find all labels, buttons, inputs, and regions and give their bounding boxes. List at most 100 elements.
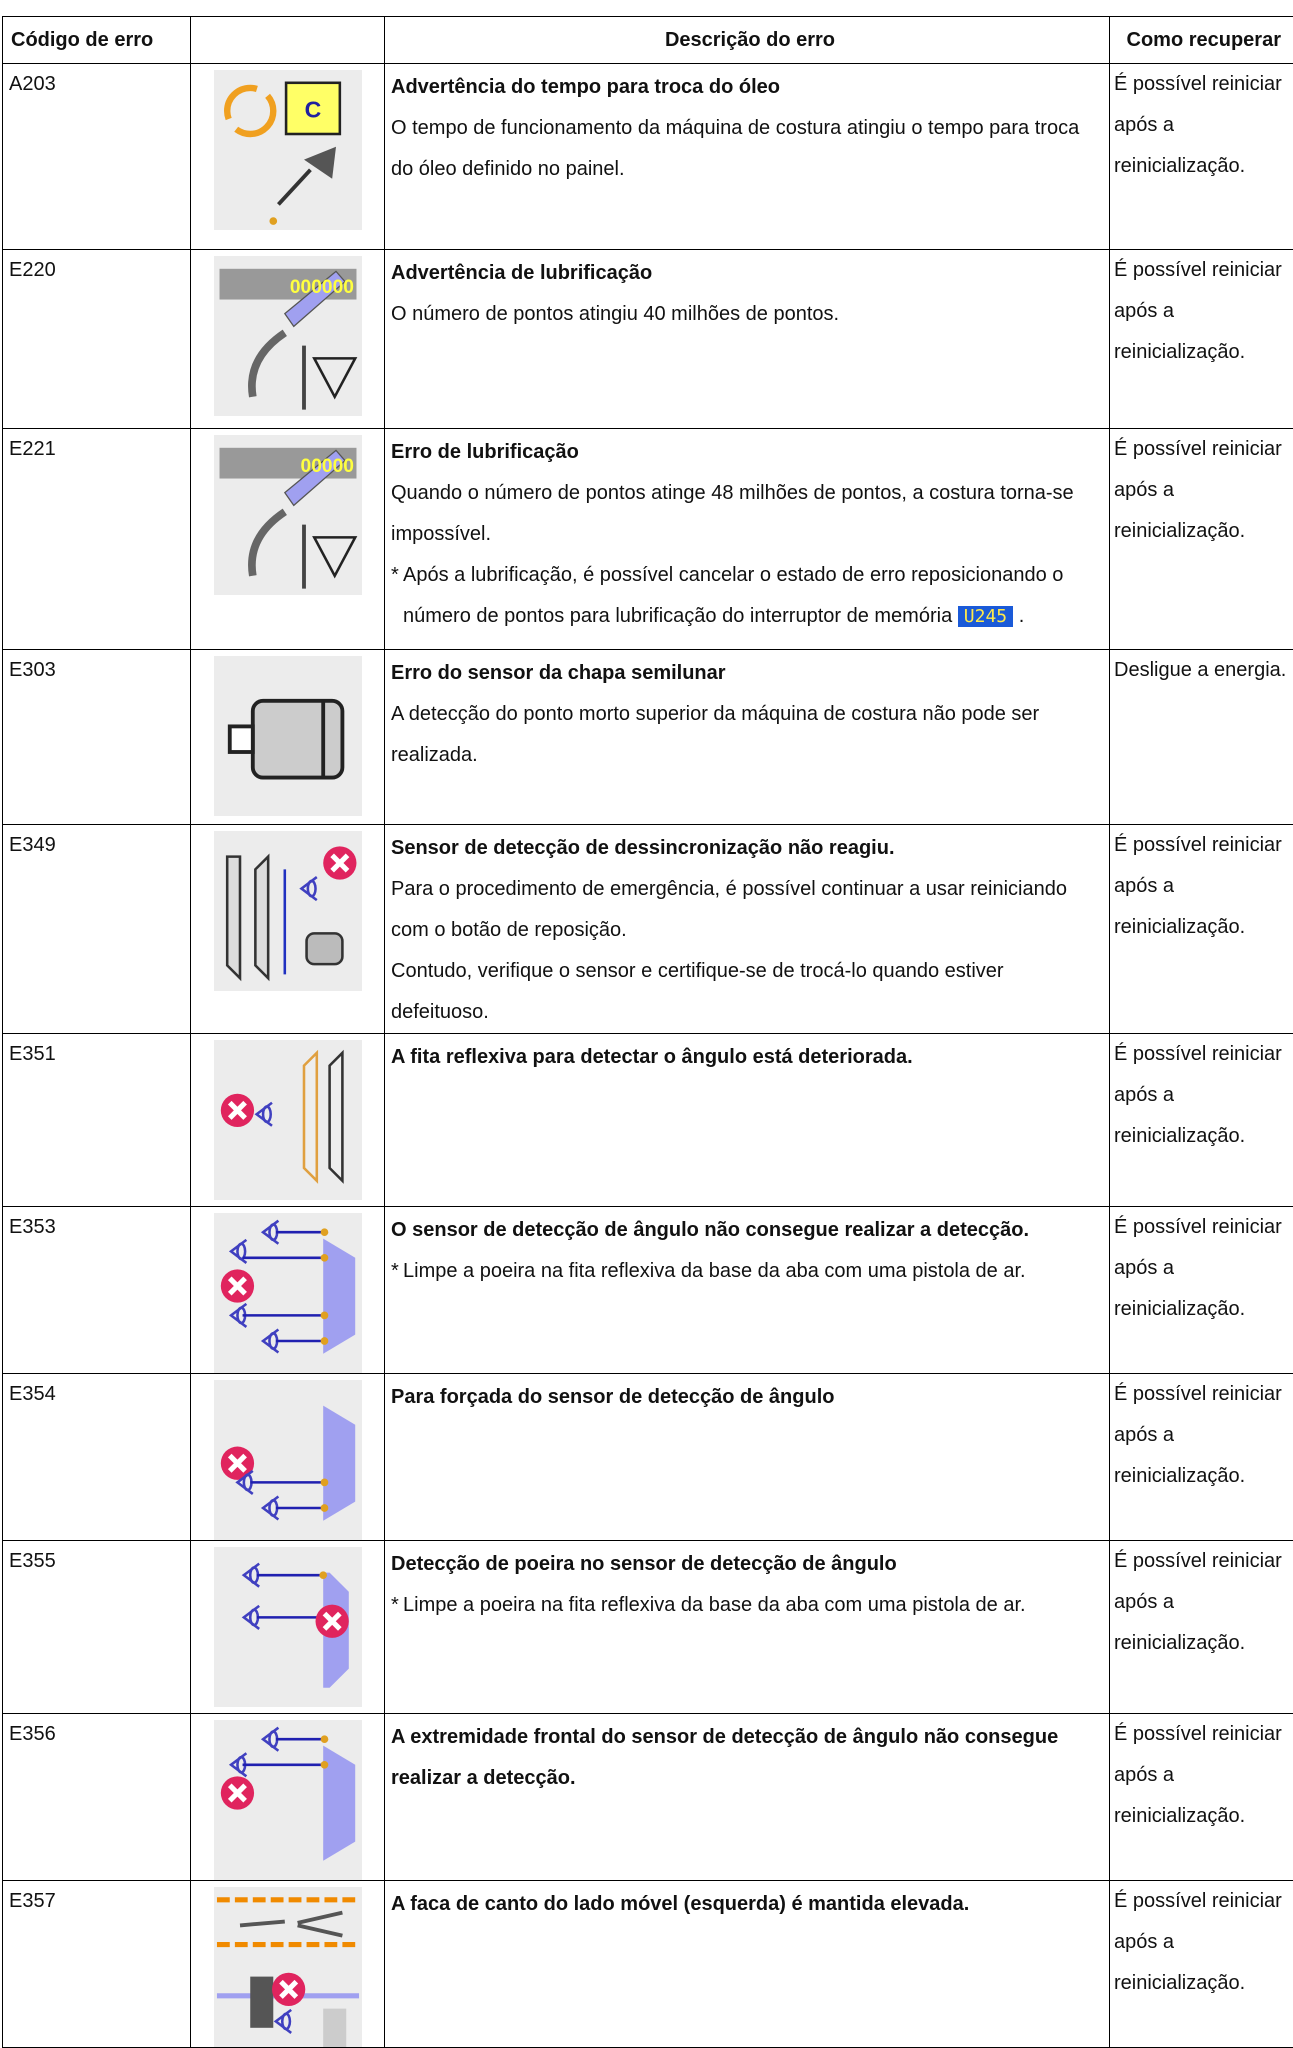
icon-box	[214, 831, 362, 991]
error-row: E353 O sensor de detecção de ângulo não c…	[3, 1207, 1293, 1374]
icon-box	[214, 656, 362, 816]
error-title: O sensor de detecção de ângulo não conse…	[391, 1207, 1103, 1251]
description-text: O número de pontos atingiu 40 milhões de…	[391, 294, 1103, 335]
note-mark: *	[391, 1251, 403, 1292]
icon-cell	[191, 1207, 385, 1374]
description-text: Para o procedimento de emergência, é pos…	[391, 869, 1103, 951]
recovery: É possível reiniciar após a reinicializa…	[1110, 64, 1293, 250]
recovery: É possível reiniciar após a reinicializa…	[1110, 1374, 1293, 1541]
header-code: Código de erro	[3, 17, 191, 64]
error-code: E357	[3, 1881, 191, 2048]
icon-box	[214, 1887, 362, 2047]
error-code: E220	[3, 250, 191, 429]
note: *Após a lubrificação, é possível cancela…	[391, 555, 1103, 637]
error-title: Erro do sensor da chapa semilunar	[391, 650, 1103, 694]
error-title: Detecção de poeira no sensor de detecção…	[391, 1541, 1103, 1585]
error-icon: 000000	[214, 256, 362, 416]
table-body: A203 C Advertência do tempo para troca do …	[3, 64, 1293, 2048]
error-title: Advertência de lubrificação	[391, 250, 1103, 294]
error-icon	[214, 1720, 362, 1880]
icon-box	[214, 1547, 362, 1707]
icon-box: 00000	[214, 435, 362, 595]
note-text: Limpe a poeira na fita reflexiva da base…	[403, 1260, 1026, 1282]
error-title: A extremidade frontal do sensor de detec…	[391, 1714, 1103, 1799]
error-code: E353	[3, 1207, 191, 1374]
icon-text: 000000	[289, 277, 353, 298]
note: *Limpe a poeira na fita reflexiva da bas…	[391, 1251, 1103, 1292]
icon-text: C	[304, 96, 321, 122]
recovery: É possível reiniciar após a reinicializa…	[1110, 825, 1293, 1034]
description-text: Quando o número de pontos atinge 48 milh…	[391, 473, 1103, 555]
error-icon	[214, 1040, 362, 1200]
note-body: Após a lubrificação, é possível cancelar…	[403, 555, 1103, 637]
note-body: Limpe a poeira na fita reflexiva da base…	[403, 1251, 1026, 1292]
recovery: É possível reiniciar após a reinicializa…	[1110, 429, 1293, 650]
error-icon	[214, 831, 362, 991]
error-icon	[214, 656, 362, 816]
error-title: Erro de lubrificação	[391, 429, 1103, 473]
error-row: E354 Para forçada do sensor de detecção d…	[3, 1374, 1293, 1541]
icon-cell	[191, 825, 385, 1034]
memory-switch-badge: U245	[958, 606, 1013, 627]
error-icon: 00000	[214, 435, 362, 595]
description-cell: A extremidade frontal do sensor de detec…	[385, 1714, 1110, 1881]
icon-cell	[191, 1034, 385, 1207]
error-code: E354	[3, 1374, 191, 1541]
description-cell: Detecção de poeira no sensor de detecção…	[385, 1541, 1110, 1714]
icon-box	[214, 1380, 362, 1540]
recovery: É possível reiniciar após a reinicializa…	[1110, 1034, 1293, 1207]
error-code: E349	[3, 825, 191, 1034]
error-icon	[214, 1380, 362, 1540]
icon-cell	[191, 1374, 385, 1541]
note-body: Limpe a poeira na fita reflexiva da base…	[403, 1585, 1026, 1626]
error-title: A faca de canto do lado móvel (esquerda)…	[391, 1881, 1103, 1925]
error-icon	[214, 1887, 362, 2047]
recovery: É possível reiniciar após a reinicializa…	[1110, 250, 1293, 429]
error-title: A fita reflexiva para detectar o ângulo …	[391, 1034, 1103, 1078]
description-text: A detecção do ponto morto superior da má…	[391, 694, 1103, 776]
error-row: A203 C Advertência do tempo para troca do …	[3, 64, 1293, 250]
recovery: Desligue a energia.	[1110, 650, 1293, 825]
icon-box: C	[214, 70, 362, 230]
description-cell: O sensor de detecção de ângulo não conse…	[385, 1207, 1110, 1374]
recovery: É possível reiniciar após a reinicializa…	[1110, 1541, 1293, 1714]
error-code: A203	[3, 64, 191, 250]
error-code: E351	[3, 1034, 191, 1207]
note-mark: *	[391, 555, 403, 637]
header-description: Descrição do erro	[385, 17, 1110, 64]
error-code: E221	[3, 429, 191, 650]
error-row: E357 A faca de canto do lado móvel (esque…	[3, 1881, 1293, 2048]
icon-box	[214, 1213, 362, 1373]
description-cell: A faca de canto do lado móvel (esquerda)…	[385, 1881, 1110, 2048]
icon-box	[214, 1040, 362, 1200]
icon-cell: 000000	[191, 250, 385, 429]
error-title: Sensor de detecção de dessincronização n…	[391, 825, 1103, 869]
icon-box	[214, 1720, 362, 1880]
error-table: Código de erro Descrição do erro Como re…	[2, 16, 1293, 2048]
recovery: É possível reiniciar após a reinicializa…	[1110, 1207, 1293, 1374]
icon-text: 00000	[300, 456, 353, 477]
icon-cell	[191, 650, 385, 825]
error-code: E303	[3, 650, 191, 825]
icon-cell	[191, 1714, 385, 1881]
error-icon: C	[214, 70, 362, 230]
note-mark: *	[391, 1585, 403, 1626]
error-row: E351 A fita reflexiva para detectar o âng…	[3, 1034, 1293, 1207]
description-text: O tempo de funcionamento da máquina de c…	[391, 108, 1103, 190]
error-icon	[214, 1547, 362, 1707]
icon-box: 000000	[214, 256, 362, 416]
description-cell: Para forçada do sensor de detecção de ân…	[385, 1374, 1110, 1541]
icon-cell: 00000	[191, 429, 385, 650]
note-end: .	[1019, 605, 1025, 627]
